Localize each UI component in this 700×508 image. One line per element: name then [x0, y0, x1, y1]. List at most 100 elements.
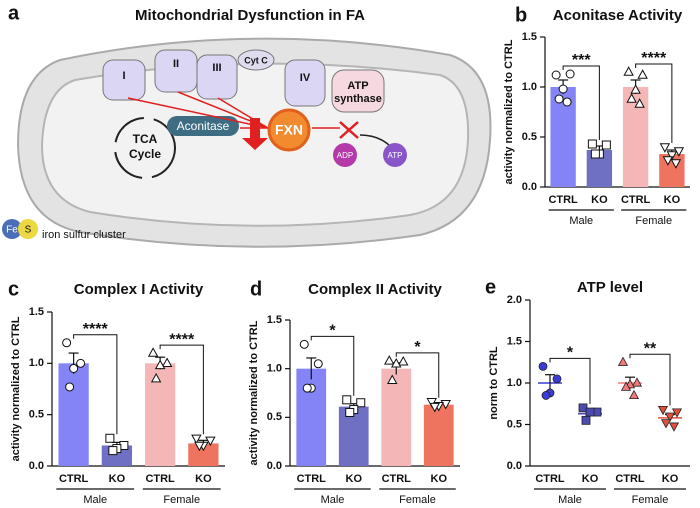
- point: [581, 415, 591, 425]
- point: [342, 395, 352, 405]
- x-tick-label: CTRL: [548, 194, 578, 206]
- point: [65, 382, 75, 392]
- x-tick-label: CTRL: [382, 473, 412, 485]
- label: Cyt C: [244, 55, 268, 65]
- bar: [188, 443, 219, 466]
- x-tick-label: CTRL: [621, 194, 651, 206]
- sig-bracket: [629, 353, 671, 406]
- y-tick-label: 0.0: [507, 460, 522, 472]
- chart-title: Complex I Activity: [74, 281, 204, 298]
- label: ATP: [347, 80, 368, 92]
- y-tick-label: 0.0: [522, 181, 537, 193]
- x-tick-label: CTRL: [297, 473, 327, 485]
- group-label: Female: [399, 494, 436, 506]
- sig-label: ****: [169, 331, 195, 348]
- point: [631, 377, 643, 387]
- complex: [102, 59, 146, 101]
- fxn: [267, 108, 311, 152]
- y-axis-label: activity normalized to CTRL: [503, 39, 515, 184]
- y-tick-label: 1.5: [267, 314, 282, 326]
- point: [664, 412, 676, 422]
- bar: [58, 363, 89, 466]
- x-tick-label: KO: [346, 473, 363, 485]
- chart-title: Aconitase Activity: [553, 7, 683, 24]
- sig-bracket: [635, 63, 673, 143]
- group-label: Male: [558, 494, 582, 506]
- x-tick-label: KO: [591, 194, 608, 206]
- point: [585, 407, 595, 417]
- sig-label: ***: [572, 52, 591, 69]
- point: [302, 383, 312, 393]
- point: [538, 361, 548, 371]
- panel-letter: c: [8, 278, 19, 300]
- group-label: Female: [163, 494, 200, 506]
- point: [76, 358, 86, 368]
- point: [590, 149, 600, 159]
- point: [154, 359, 166, 370]
- x-tick-label: CTRL: [59, 473, 89, 485]
- point: [62, 338, 72, 348]
- point: [541, 391, 551, 400]
- sig-label: ****: [641, 50, 667, 67]
- complex: [196, 54, 238, 100]
- s: [18, 219, 38, 239]
- y-tick-label: 0.5: [29, 409, 44, 421]
- point: [552, 374, 562, 384]
- x-tick-label: KO: [662, 473, 679, 485]
- down-arrow: [242, 118, 268, 150]
- label: III: [212, 62, 221, 74]
- panel-letter: b: [515, 4, 527, 26]
- point: [108, 446, 118, 456]
- label: I: [122, 70, 125, 82]
- y-tick-label: 1.0: [522, 81, 537, 93]
- point: [194, 441, 205, 452]
- sig-label: **: [644, 340, 657, 357]
- point: [147, 347, 159, 357]
- point: [558, 84, 568, 94]
- point: [662, 156, 674, 166]
- point: [628, 389, 640, 400]
- point: [345, 407, 355, 417]
- y-axis-label: norm to CTRL: [488, 346, 500, 420]
- panel-letter: e: [485, 276, 496, 298]
- label: Fe: [6, 225, 18, 236]
- label: Aconitase: [177, 119, 230, 133]
- point: [587, 139, 597, 149]
- point: [313, 359, 323, 369]
- point: [161, 357, 173, 368]
- point: [205, 436, 216, 447]
- point: [105, 433, 115, 443]
- sig-label: ****: [83, 321, 109, 338]
- label: IV: [300, 72, 311, 84]
- y-tick-label: 1.5: [507, 335, 522, 347]
- bar: [622, 87, 649, 187]
- point: [620, 381, 632, 391]
- point: [617, 356, 629, 366]
- sig-bracket: [159, 344, 204, 435]
- point: [668, 422, 680, 432]
- point: [150, 372, 162, 383]
- point: [391, 357, 402, 368]
- point: [601, 140, 611, 150]
- point: [660, 419, 672, 429]
- complex: [284, 59, 326, 107]
- x-tick-label: KO: [431, 473, 448, 485]
- point: [554, 94, 564, 104]
- sig-bracket: [73, 334, 118, 435]
- bar: [381, 368, 412, 466]
- complex: [154, 49, 198, 93]
- label: II: [173, 58, 179, 70]
- label: S: [25, 225, 32, 236]
- label: synthase: [334, 93, 382, 105]
- y-axis-label: activity normalized to CTRL: [248, 320, 260, 465]
- y-tick-label: 0.0: [29, 460, 44, 472]
- complex: [237, 49, 275, 71]
- point: [565, 69, 575, 79]
- point: [657, 405, 669, 416]
- y-tick-label: 0.0: [267, 460, 282, 472]
- x-tick-label: KO: [664, 194, 681, 206]
- y-tick-label: 1.0: [29, 357, 44, 369]
- label: iron sulfur cluster: [42, 229, 126, 241]
- fe: [2, 219, 22, 239]
